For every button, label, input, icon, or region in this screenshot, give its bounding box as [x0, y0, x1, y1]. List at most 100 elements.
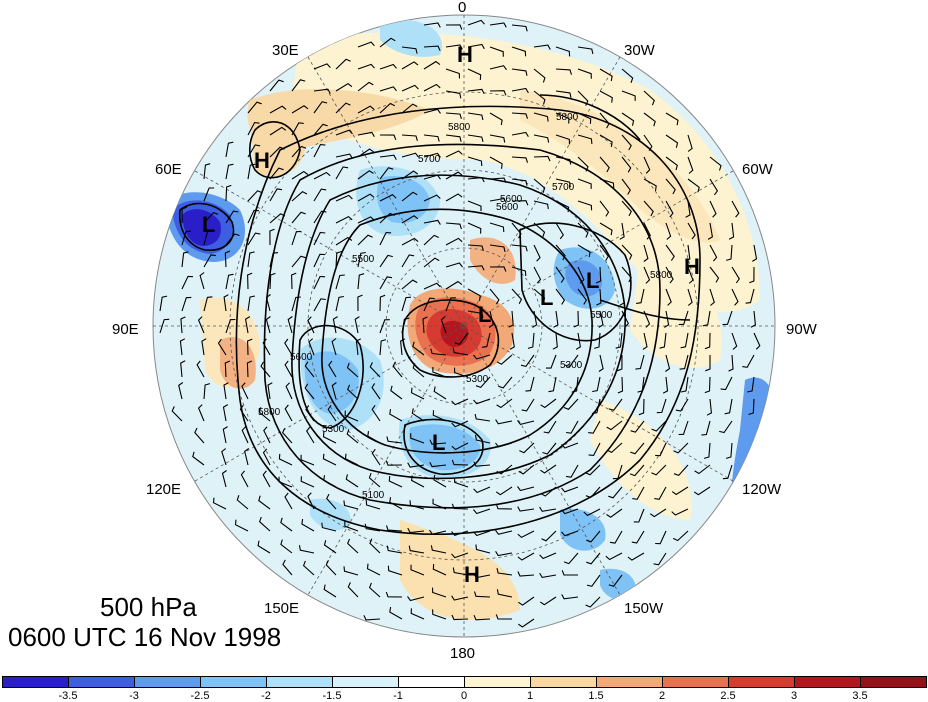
wind-barb [423, 174, 441, 180]
wind-barb [517, 486, 535, 492]
wind-barb [585, 464, 601, 476]
colorbar-box [530, 676, 597, 688]
wind-barb [577, 200, 593, 211]
wind-barb [247, 272, 253, 290]
wind-barb [495, 529, 513, 535]
wind-barb [445, 90, 462, 99]
wind-barb [432, 498, 447, 510]
wind-barb [475, 544, 491, 554]
wind-barb [291, 170, 309, 180]
wind-barb [489, 177, 507, 183]
wind-barb [379, 339, 387, 356]
wind-barb [599, 156, 610, 173]
wind-barb [343, 500, 359, 510]
wind-barb [675, 398, 689, 412]
lon-label-120w: 120W [742, 481, 782, 498]
wind-barb [701, 420, 711, 436]
wind-barb [335, 102, 351, 114]
wind-barb [379, 63, 397, 70]
pressure-center-low: L [202, 212, 215, 237]
wind-barb [313, 298, 326, 312]
wind-barb [629, 464, 645, 477]
wind-barb [347, 384, 359, 400]
wind-barb [284, 492, 293, 510]
wind-barb [234, 519, 249, 532]
contour-label: 5700 [552, 182, 575, 193]
wind-barb [445, 237, 463, 246]
wind-barb [467, 68, 482, 80]
colorbar-tick-label: 0 [460, 690, 468, 702]
colorbar-tick-label: -1.5 [322, 690, 342, 702]
wind-barb [401, 134, 418, 141]
wind-barb [489, 156, 503, 169]
wind-barb [577, 68, 592, 79]
wind-barb [685, 200, 691, 218]
wind-barb [621, 90, 636, 101]
wind-barb [343, 566, 359, 576]
wind-barb [665, 112, 679, 126]
wind-barb [291, 191, 308, 202]
wind-barb [321, 522, 337, 532]
wind-barb [642, 332, 648, 350]
wind-barb [659, 332, 667, 349]
wind-barb [313, 231, 326, 246]
wind-barb [287, 316, 293, 334]
wind-barb [194, 427, 205, 444]
wind-barb [685, 244, 691, 262]
wind-barb [511, 87, 529, 94]
wind-barb [665, 178, 676, 195]
longitude-labels: 0 30W 60W 90W 120W 150W 180 150E 120E 90… [112, 0, 818, 662]
wind-barb [269, 272, 276, 290]
wind-barb [301, 519, 315, 532]
wind-barb [379, 319, 390, 334]
contour-label: 5600 [496, 202, 519, 213]
wind-barb [392, 361, 403, 378]
wind-barb [258, 495, 271, 510]
wind-barb [302, 560, 315, 576]
wind-barb [561, 570, 578, 576]
wind-barb [247, 163, 256, 180]
wind-barb [344, 410, 359, 422]
wind-barb [401, 254, 415, 268]
wind-barb [409, 500, 425, 510]
wind-barb [540, 398, 557, 409]
wind-barb [429, 439, 447, 445]
wind-barb [445, 112, 462, 120]
wind-barb [241, 426, 249, 444]
wind-barb [566, 464, 579, 478]
wind-barb [511, 68, 528, 76]
wind-barb [379, 154, 397, 160]
wind-barb [637, 376, 645, 393]
wind-barb [555, 134, 571, 145]
wind-barb [323, 475, 337, 488]
wind-barb [473, 614, 491, 621]
colorbar-tick-label: -3 [129, 690, 139, 702]
wind-barb [181, 275, 194, 290]
wind-barb [561, 594, 579, 600]
wind-barb [687, 134, 693, 152]
wind-barb [731, 200, 740, 218]
wind-barb [432, 609, 447, 620]
wind-barb [742, 354, 755, 368]
wind-barb [473, 591, 491, 598]
wind-barb [511, 156, 529, 163]
contour-label: 5500 [352, 254, 375, 265]
wind-barb [247, 144, 261, 158]
wind-barb [239, 404, 249, 422]
wind-barb [651, 420, 667, 432]
wind-barb [517, 530, 535, 539]
wind-barb [262, 470, 271, 488]
wind-barb [379, 102, 396, 114]
wind-barb [540, 486, 557, 497]
wind-barb [221, 448, 227, 466]
colorbar-box [134, 676, 201, 688]
wind-barb [284, 404, 293, 422]
wind-barb [307, 492, 315, 510]
wind-barb [488, 310, 494, 328]
wind-barb [687, 288, 693, 306]
wind-barb [379, 212, 395, 224]
wind-barb [335, 250, 342, 268]
colorbar-tick-label: -2 [261, 690, 271, 702]
wind-barb [511, 131, 529, 137]
wind-barb [527, 332, 535, 349]
